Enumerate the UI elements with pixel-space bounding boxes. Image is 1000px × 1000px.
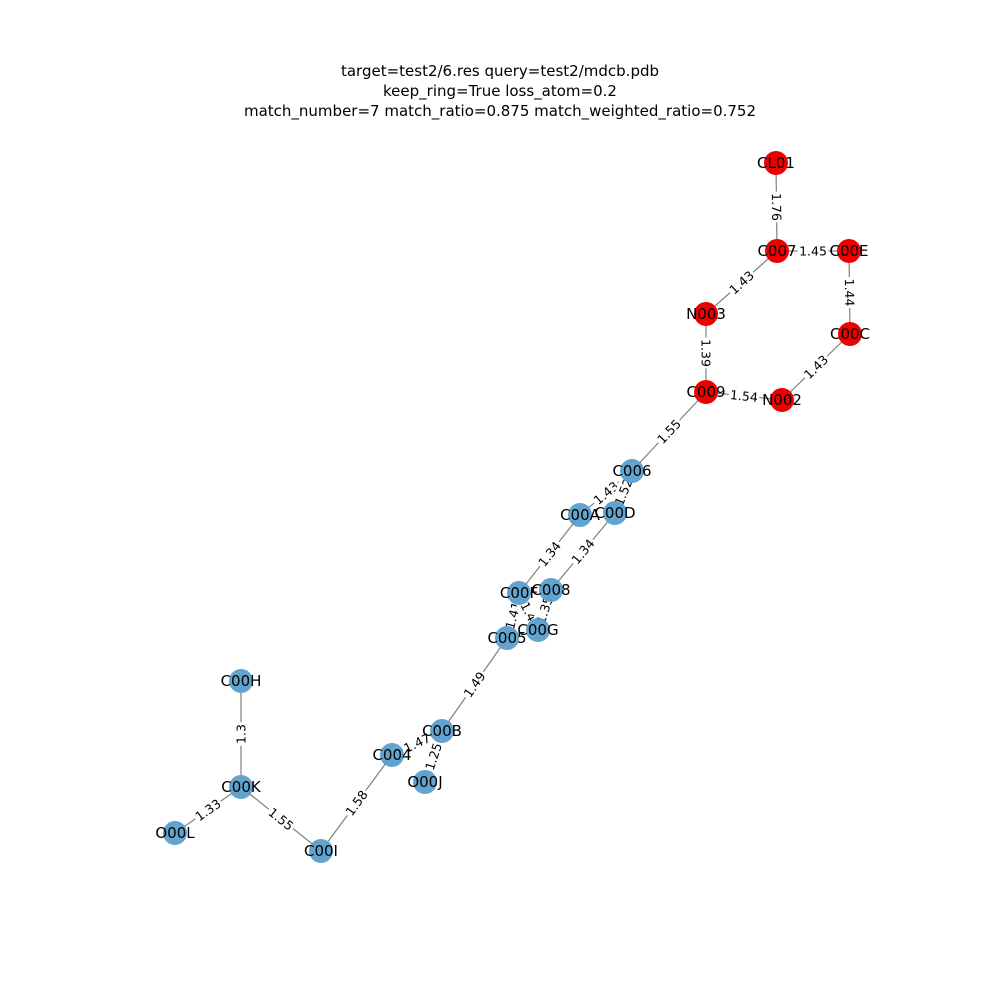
node-label-C00B: C00B (422, 722, 462, 740)
edge-label-background (652, 414, 686, 449)
node-C00G (526, 618, 550, 642)
edge-label-C00B-O00J: 1.25 (421, 739, 446, 774)
title-line-1: target=test2/6.res query=test2/mdcb.pdb (340, 62, 660, 80)
node-C00F (507, 581, 531, 605)
node-C00B (430, 719, 454, 743)
edge-label-background (533, 536, 566, 572)
node-label-C00A: C00A (560, 506, 601, 524)
node-C005 (495, 626, 519, 650)
node-label-C00F: C00F (500, 584, 538, 602)
edge-label-C00A-C00F: 1.34 (533, 536, 566, 572)
title-line-3: match_number=7 match_ratio=0.875 match_w… (243, 102, 757, 120)
node-label-C009: C009 (686, 383, 725, 401)
node-C00I (309, 839, 333, 863)
node-labels-layer: CL01 C007 C00E N003 C00C C009 N002 C006 C00AC00D… (155, 154, 870, 860)
node-C00H (229, 669, 253, 693)
nodes-layer (163, 151, 862, 863)
edge-label-C00E-C00C: 1.44 (841, 277, 858, 308)
edge-label-C00K-C00H: 1.3 (233, 722, 249, 746)
edge-label-text: 1.76 (769, 193, 784, 221)
node-label-C00C: C00C (830, 325, 870, 343)
node-label-CL01: CL01 (757, 154, 795, 172)
edge-label-background (399, 729, 435, 757)
node-label-C007: C007 (757, 242, 796, 260)
edge-label-background (768, 191, 785, 223)
node-label-O00L: O00L (155, 824, 195, 842)
edge-label-background (567, 534, 599, 569)
edge-label-text: 1.54 (729, 387, 758, 405)
edge-label-background (799, 350, 833, 384)
node-label-C00H: C00H (221, 672, 262, 690)
edge-label-background (459, 667, 490, 702)
edge-label-background (797, 243, 829, 259)
title-line-2: keep_ring=True loss_atom=0.2 (383, 82, 617, 100)
node-label-C00E: C00E (829, 242, 868, 260)
edge-label-C00K-O00L: 1.33 (190, 794, 226, 826)
node-N002 (770, 388, 794, 412)
edge-label-C00D-C008: 1.34 (567, 534, 599, 569)
edge-label-CL01-C007: 1.76 (768, 191, 785, 223)
node-label-C006: C006 (612, 462, 651, 480)
edge-label-C009-N002: 1.54 (727, 386, 761, 406)
edge-label-C005-C00B: 1.49 (459, 667, 490, 702)
node-label-C00D: C00D (594, 504, 635, 522)
edge-label-text: 1.3 (234, 724, 249, 744)
node-C009 (694, 380, 718, 404)
node-label-C00G: C00G (517, 621, 558, 639)
node-C004 (380, 743, 404, 767)
node-C008 (539, 578, 563, 602)
node-label-C00K: C00K (221, 778, 262, 796)
edge-label-C00I-C00K: 1.55 (263, 803, 299, 835)
edge-label-C004-C00I: 1.58 (340, 785, 373, 821)
node-C00K (229, 775, 253, 799)
edge-label-background (190, 794, 226, 826)
edge-label-background (233, 722, 249, 746)
edge-label-background (589, 476, 623, 510)
node-label-C008: C008 (531, 581, 570, 599)
node-C00C (838, 322, 862, 346)
node-label-N002: N002 (762, 391, 802, 409)
edge-label-background (263, 803, 299, 835)
node-O00J (413, 770, 437, 794)
edge-label-C007-N003: 1.43 (724, 266, 759, 299)
node-label-O00J: O00J (407, 773, 442, 791)
edge-label-background (610, 474, 637, 510)
node-C00D (603, 501, 627, 525)
node-C006 (620, 459, 644, 483)
edge-label-text: 1.44 (842, 278, 857, 306)
edge-label-background (421, 739, 446, 774)
node-C007 (765, 239, 789, 263)
edge-label-background (698, 337, 714, 369)
edge-label-N003-C009: 1.39 (698, 337, 714, 369)
chart-title: target=test2/6.res query=test2/mdcb.pdb … (0, 61, 1000, 121)
edge-label-background (340, 785, 373, 821)
edges-layer (174, 162, 851, 852)
node-CL01 (764, 151, 788, 175)
edge-label-text: 1.39 (699, 339, 714, 367)
edge-labels-layer: 1.761.451.43 1.441.39 1.431.541.551.431.52… (190, 191, 858, 835)
edge-label-background (724, 266, 759, 299)
node-O00L (163, 821, 187, 845)
node-N003 (694, 302, 718, 326)
edge-label-C007-C00E: 1.45 (797, 243, 829, 259)
node-label-N003: N003 (686, 305, 726, 323)
node-C00E (837, 239, 861, 263)
edge-label-background (841, 277, 858, 308)
edge-label-text: 1.45 (799, 244, 827, 259)
node-label-C004: C004 (372, 746, 411, 764)
node-label-C00I: C00I (304, 842, 338, 860)
node-label-C005: C005 (487, 629, 526, 647)
node-C00A (568, 503, 592, 527)
edge-label-background (727, 386, 761, 406)
